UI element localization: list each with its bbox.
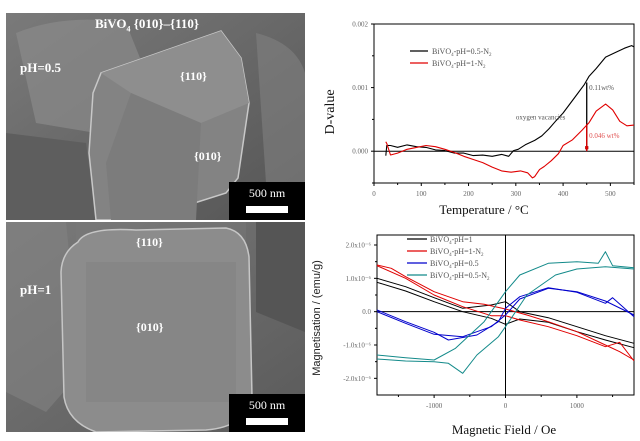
ph-label: pH=0.5 [20,60,61,75]
sem-image-ph-1: pH=1 {110} {010} 500 nm [6,222,305,432]
y-axis-label: D-value [323,89,338,134]
scale-bar-box: 500 nm [229,394,305,432]
axes: 0 100 200 300 400 500 0.000 0.001 0.002 [352,21,635,198]
legend-label-2: BiVO4-pH=0.5 [430,259,479,270]
sem-image-ph-0.5: BiVO4 {010}–{110} pH=0.5 {110} {010} 500… [6,13,305,220]
x-tick-label: 1000 [570,402,585,410]
x-tick-label: 300 [511,190,522,198]
sem-title: BiVO4 {010}–{110} [95,16,199,34]
y-tick-label: 0.002 [352,21,368,29]
y-tick-label: 1.0x10⁻⁶ [346,275,372,283]
x-tick-label: -1000 [426,402,443,410]
x-tick-label: 200 [463,190,474,198]
x-axis-label: Magnetic Field / Oe [452,422,557,437]
series-line-1-branch-1 [376,265,635,362]
scale-bar [246,206,288,213]
annotations: 0.11wt% oxygen vacancies 0.046 wt% [516,82,620,152]
series-line-2-branch-0 [376,287,635,341]
title-rest: {010}–{110} [130,16,200,31]
scale-label: 500 nm [248,186,286,200]
x-tick-label: 0 [372,190,376,198]
series-group [376,251,635,374]
series-group [385,45,635,179]
facet-label-110: {110} [180,69,207,83]
y-tick-label: 0.000 [352,148,368,156]
plot-frame [373,23,635,184]
series-line-0 [385,45,635,157]
title-sub: 4 [126,24,131,34]
scale-bar [246,418,288,425]
legend-label-0: BiVO4-pH=0.5-N2 [432,47,492,58]
title-main: BiVO [95,16,127,31]
x-axis-label: Temperature / °C [439,202,528,217]
annotation-1: oxygen vacancies [516,113,566,121]
legend-label-3: BiVO4-pH=0.5-N2 [430,271,490,282]
ph-label: pH=1 [20,282,52,297]
y-tick-label: 2.0x10⁻⁶ [346,242,372,250]
scale-label: 500 nm [248,398,286,412]
x-tick-label: 400 [558,190,569,198]
scale-bar-box: 500 nm [229,182,305,220]
legend-label-1: BiVO4-pH=1-N2 [430,247,484,258]
series-line-0-branch-1 [376,281,635,349]
series-line-0-branch-0 [376,277,635,344]
series-line-2-branch-1 [376,287,635,338]
facet-label-010: {010} [136,320,164,334]
facet-label-010: {010} [194,149,222,163]
annotation-0: 0.11wt% [589,84,614,92]
y-tick-label: 0.0 [362,308,371,316]
y-tick-label: 0.001 [352,84,368,92]
series-line-3-branch-1 [376,266,635,374]
series-line-3-branch-0 [376,251,635,361]
series-line-1 [385,103,635,179]
annotation-2: 0.046 wt% [589,132,620,140]
y-tick-label: -2.0x10⁻⁶ [343,375,371,383]
x-tick-label: 0 [504,402,508,410]
legend: BiVO4-pH=1BiVO4-pH=1-N2BiVO4-pH=0.5BiVO4… [407,235,490,282]
facet-label-110: {110} [136,235,163,249]
legend-label-0: BiVO4-pH=1 [430,235,473,246]
magnetisation-chart: -1000 0 1000 2.0x10⁻⁶ 1.0x10⁻⁶ 0.0 -1.0x10⁻⁶ -2… [311,234,635,437]
axes: -1000 0 1000 2.0x10⁻⁶ 1.0x10⁻⁶ 0.0 -1.0x10⁻⁶ -2… [343,234,635,410]
x-tick-label: 100 [416,190,427,198]
sem-crystal-graphic [6,13,305,220]
dvalue-chart: 0 100 200 300 400 500 0.000 0.001 0.002 0.11wt% o… [323,21,635,217]
y-tick-label: -1.0x10⁻⁶ [343,342,371,350]
legend-label-1: BiVO4-pH=1-N2 [432,59,486,70]
x-tick-label: 500 [605,190,616,198]
y-axis-label: Magnetisation / (emu/g) [311,260,323,376]
marker-dot-1 [585,146,589,150]
